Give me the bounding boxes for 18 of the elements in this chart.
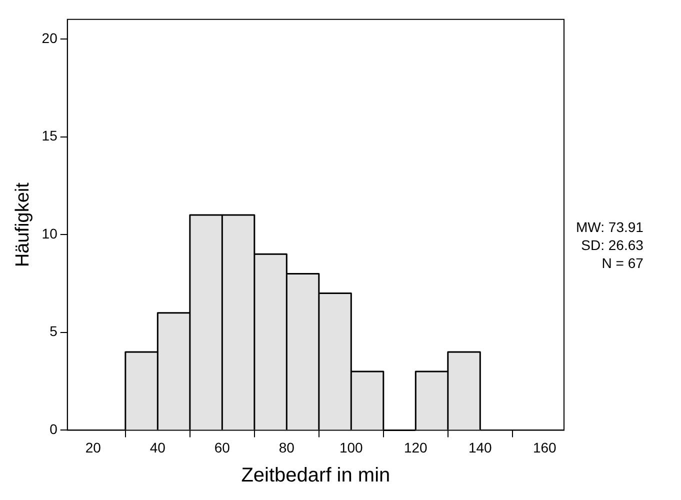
- y-axis-title: Häufigkeit: [12, 182, 34, 268]
- y-tick-label: 20: [42, 30, 58, 46]
- y-tick-label: 15: [42, 128, 58, 144]
- x-tick-label: 60: [214, 439, 230, 456]
- text: N = 67: [600, 254, 644, 272]
- y-tick-label: 5: [50, 323, 58, 340]
- text: MW: 73.91: [576, 218, 644, 236]
- x-tick-label: 20: [85, 439, 102, 456]
- x-tick-label: 160: [532, 439, 557, 456]
- x-tick-label: 140: [468, 439, 492, 456]
- text: SD: 26.63: [580, 236, 644, 254]
- y-tick-label: 0: [50, 421, 58, 438]
- x-axis-title: Zeitbedarf in min: [241, 464, 390, 487]
- x-tick-label: 100: [339, 439, 364, 456]
- y-tick-label: 10: [42, 225, 58, 242]
- x-tick-label: 120: [404, 439, 428, 456]
- x-tick-label: 80: [278, 439, 295, 456]
- x-tick-label: 40: [150, 439, 166, 456]
